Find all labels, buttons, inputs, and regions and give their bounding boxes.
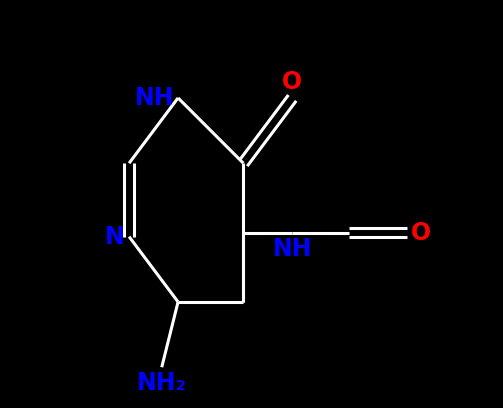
Text: NH: NH [134,86,174,110]
Text: N: N [105,225,125,248]
Text: NH: NH [273,237,312,261]
Text: O: O [410,221,431,244]
Text: O: O [282,70,302,94]
Text: NH₂: NH₂ [137,371,187,395]
